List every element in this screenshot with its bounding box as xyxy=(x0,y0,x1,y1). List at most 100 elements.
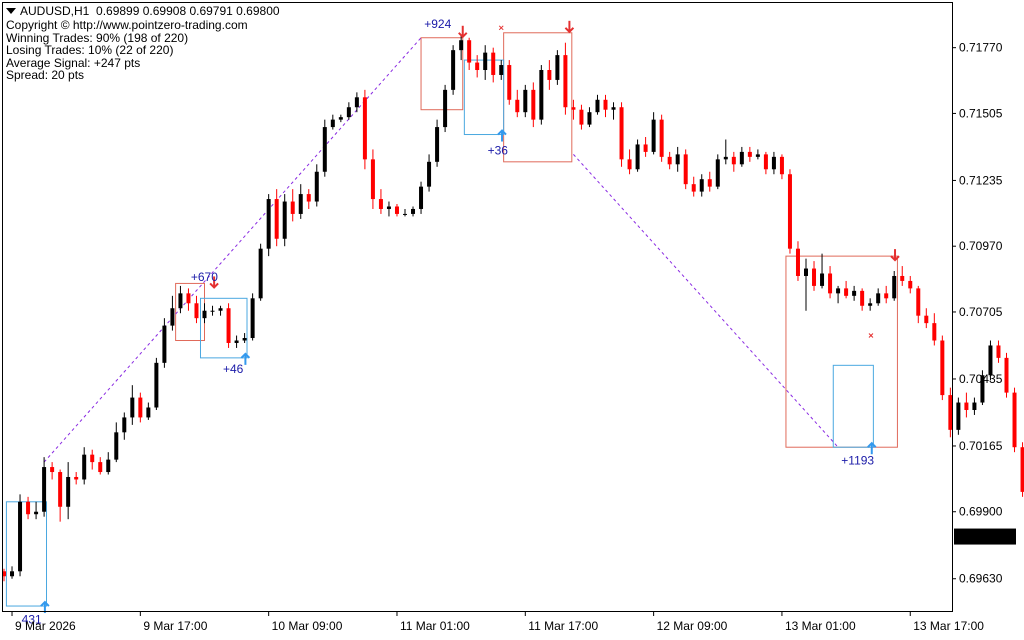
candle xyxy=(876,288,881,306)
candle-body xyxy=(956,402,961,430)
candle xyxy=(154,357,159,410)
candle-body xyxy=(667,156,672,165)
candle-body xyxy=(908,280,913,289)
candle-body xyxy=(42,467,47,512)
candle xyxy=(763,151,768,175)
candle-body xyxy=(916,288,921,316)
candle xyxy=(795,241,800,281)
candle-body xyxy=(427,161,432,187)
candle xyxy=(10,566,15,579)
candle-body xyxy=(659,119,664,157)
candle-body xyxy=(451,50,456,90)
candle xyxy=(90,449,95,470)
candle xyxy=(499,60,504,80)
candle-body xyxy=(1020,447,1024,492)
candle-body xyxy=(876,293,881,304)
candle xyxy=(459,35,464,61)
signal-boxes xyxy=(5,32,898,607)
price-tick-label: 0.70435 xyxy=(959,372,1003,386)
candle-body xyxy=(282,201,287,239)
copyright-line: Copyright © http://www.pointzero-trading… xyxy=(6,18,248,32)
price-tick-label: 0.71505 xyxy=(959,106,1003,120)
candle xyxy=(354,92,359,113)
candle-body xyxy=(771,156,776,170)
candle xyxy=(996,340,1001,363)
candle-body xyxy=(515,99,520,113)
candle xyxy=(804,258,808,311)
candle-body xyxy=(26,501,31,515)
buy-arrow-icon xyxy=(497,129,507,142)
candle-body xyxy=(691,184,696,192)
candle xyxy=(491,47,496,83)
candle xyxy=(771,151,776,175)
candle xyxy=(747,146,752,162)
candle-body xyxy=(403,213,407,215)
candle-body xyxy=(18,501,23,572)
sell-arrow-icon xyxy=(458,25,468,39)
candle-body xyxy=(683,154,688,185)
sell-signal-box xyxy=(420,37,464,111)
candle xyxy=(988,340,993,381)
candle xyxy=(18,494,23,577)
candle xyxy=(731,151,736,172)
signal-points-label: +36 xyxy=(488,143,509,157)
candle xyxy=(322,119,327,177)
candle-body xyxy=(66,476,71,507)
symbol-dropdown-icon[interactable] xyxy=(6,8,16,14)
candle-body xyxy=(988,345,993,376)
candle xyxy=(563,42,568,115)
price-tick-label: 0.71770 xyxy=(959,41,1003,55)
candle-body xyxy=(250,298,255,339)
candle xyxy=(138,392,143,423)
candle-body xyxy=(739,151,744,165)
candle-body xyxy=(218,308,223,311)
candle-body xyxy=(114,432,119,460)
winning-trades-line: Winning Trades: 90% (198 of 220) xyxy=(6,30,189,45)
candle-body xyxy=(699,179,704,192)
candle-body xyxy=(322,127,327,172)
candle xyxy=(643,137,648,157)
candle xyxy=(820,253,825,289)
exit-cross-icon xyxy=(868,333,874,338)
candle xyxy=(170,295,175,331)
candle xyxy=(306,189,311,209)
signal-marks: +924 +36 +670 +46 +1193 431 xyxy=(22,17,900,626)
candle-body xyxy=(154,362,159,408)
buy-arrow-head xyxy=(40,600,50,607)
candle-body xyxy=(723,156,728,160)
candle-body xyxy=(635,144,640,170)
trend-lines xyxy=(43,37,839,463)
candle xyxy=(707,171,712,192)
candle xyxy=(884,285,889,304)
buy-arrow-head xyxy=(867,441,877,448)
candle-body xyxy=(964,402,969,410)
candle xyxy=(226,303,231,348)
candle xyxy=(146,402,151,420)
candle-body xyxy=(579,109,584,125)
candle-body xyxy=(162,325,167,363)
candle-body xyxy=(507,65,512,100)
candle xyxy=(892,271,897,301)
current-price-label: 0.69800 xyxy=(958,530,1002,544)
candle xyxy=(715,154,720,190)
sell-arrow-icon xyxy=(209,276,219,289)
price-tick-label: 0.69630 xyxy=(959,572,1003,586)
candle xyxy=(699,174,704,197)
candle-body xyxy=(459,40,464,51)
candle-body xyxy=(234,340,239,343)
candle xyxy=(972,397,977,415)
candle xyxy=(435,119,440,167)
candle-body xyxy=(362,97,367,160)
losing-trades-line: Losing Trades: 10% (22 of 220) xyxy=(6,43,174,57)
candle xyxy=(779,154,784,180)
candle xyxy=(346,102,351,120)
candle xyxy=(667,151,672,170)
candle-body xyxy=(587,112,592,125)
candle-body xyxy=(675,154,680,165)
signal-trend-line xyxy=(573,154,839,448)
candle xyxy=(1004,352,1009,398)
candle xyxy=(314,164,319,207)
candle-body xyxy=(651,119,656,152)
sell-signal-box xyxy=(503,32,573,163)
candle-body xyxy=(900,275,905,281)
